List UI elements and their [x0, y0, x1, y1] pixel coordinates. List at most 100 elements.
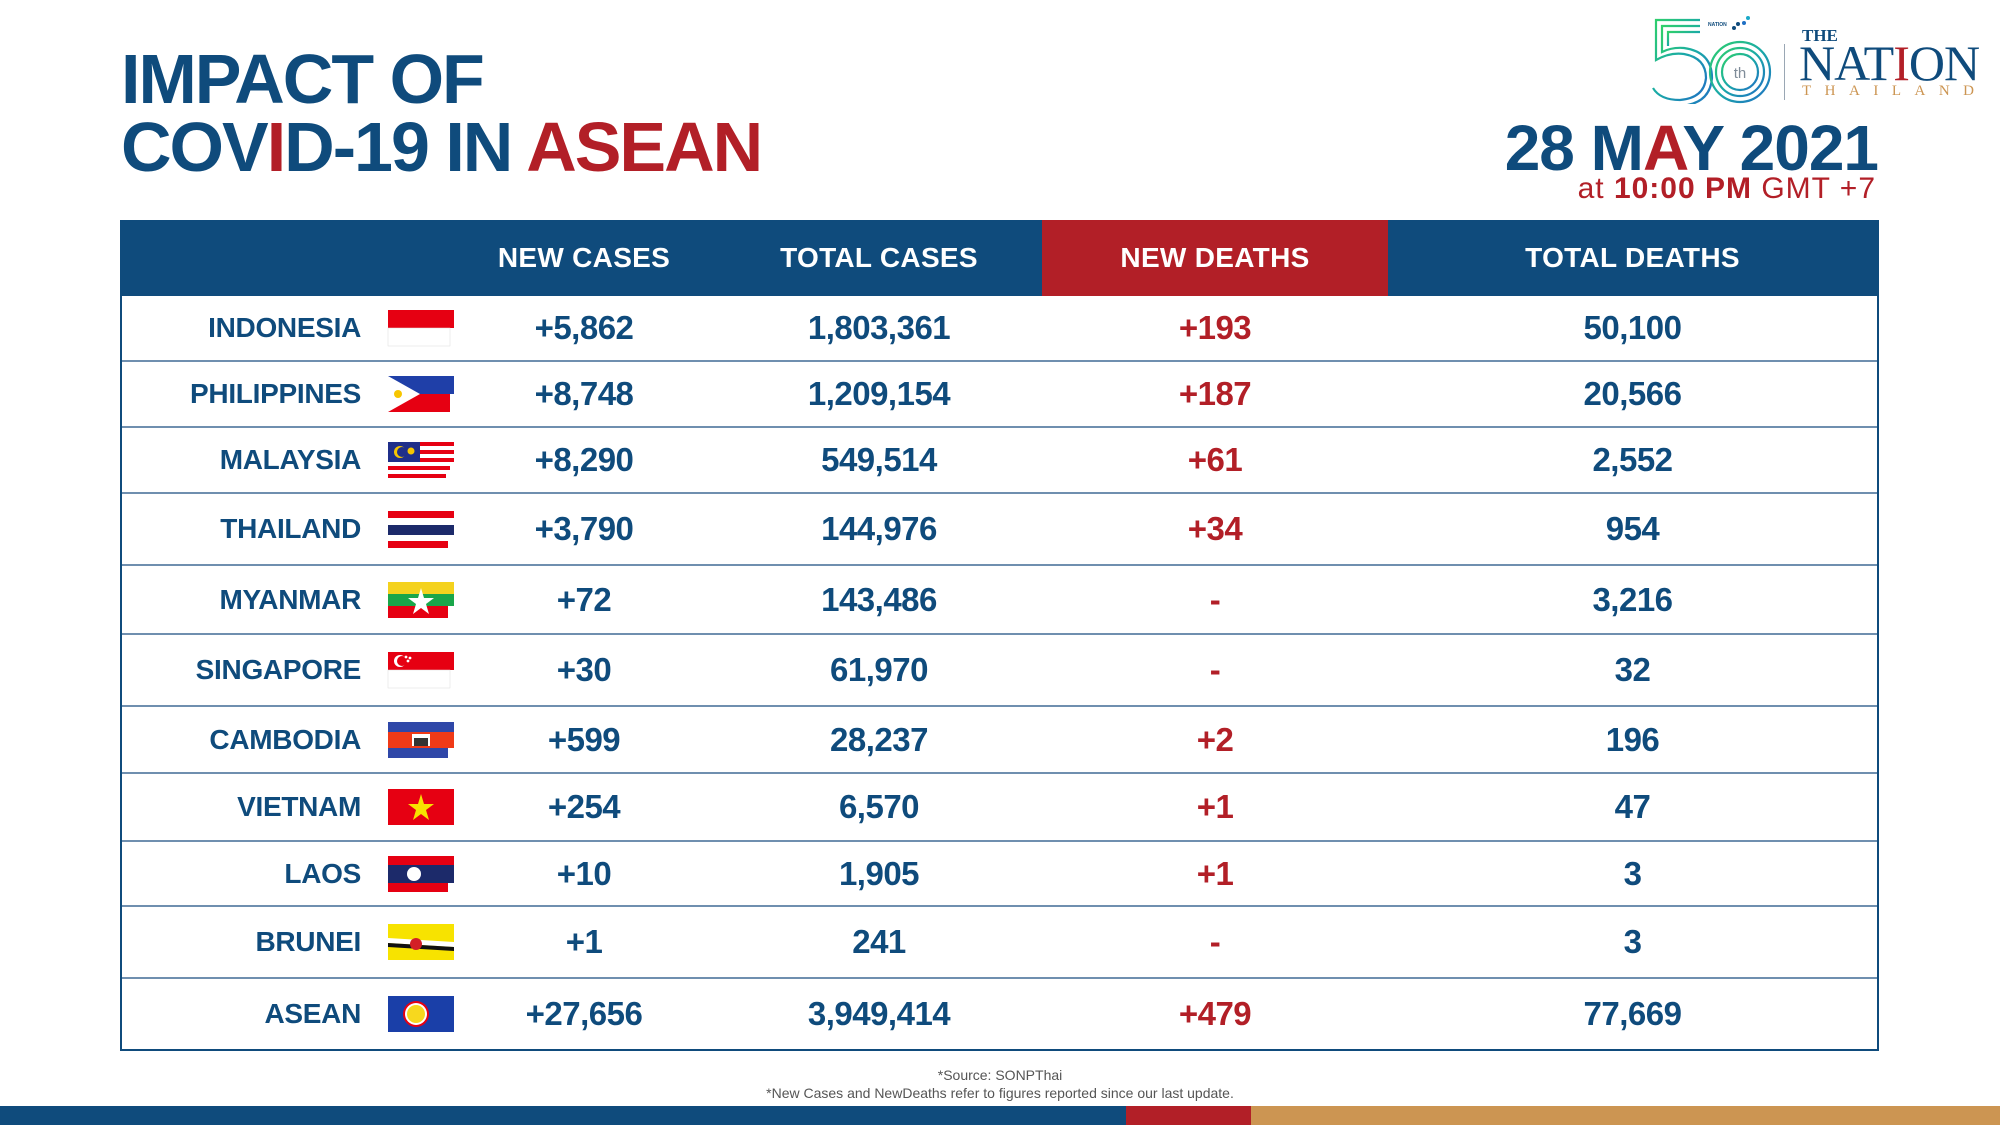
new-deaths-value: +193	[1178, 309, 1252, 346]
svg-text:th: th	[1734, 65, 1747, 82]
title-i-accent: I	[266, 108, 287, 186]
new-deaths-value: +187	[1178, 375, 1252, 412]
header-total-deaths: TOTAL DEATHS	[1525, 242, 1740, 273]
new-deaths-value: +2	[1196, 720, 1234, 758]
singapore-flag-icon	[387, 652, 454, 689]
country-name: VIETNAM	[237, 791, 361, 822]
title-asean: ASEAN	[526, 108, 763, 186]
country-name: LAOS	[284, 857, 361, 889]
total-cases-value: 241	[852, 923, 906, 960]
date-accent: A	[1642, 112, 1683, 184]
total-deaths-value: 954	[1605, 510, 1660, 547]
title-line-2: COVID-19 IN ASEAN	[121, 112, 763, 182]
table-row-vietnam: VIETNAM +254 6,570 +1 47	[122, 772, 1877, 840]
new-cases-value: +8,290	[534, 441, 634, 478]
svg-text:NATION: NATION	[1708, 22, 1727, 28]
date-day: 28 M	[1504, 112, 1644, 184]
total-deaths-value: 47	[1614, 788, 1651, 825]
cambodia-flag-icon	[388, 721, 454, 758]
new-deaths-value: +34	[1187, 510, 1243, 547]
country-cell: BRUNEI	[122, 907, 454, 977]
table-row-singapore: SINGAPORE +30 61,970 - 32	[122, 633, 1877, 705]
country-name: MYANMAR	[219, 583, 361, 615]
title-line-1: IMPACT OF	[121, 40, 485, 118]
total-deaths-value: 32	[1614, 651, 1651, 688]
table-row-myanmar: MYANMAR +72 143,486 - 3,216	[122, 564, 1877, 633]
country-name: BRUNEI	[255, 926, 361, 957]
country-name: SINGAPORE	[195, 654, 362, 685]
thailand-flag-icon	[388, 511, 454, 548]
new-cases-value: +30	[556, 651, 612, 688]
header-new-deaths: NEW DEATHS	[1042, 220, 1388, 296]
nation-50th-anniversary-logo-icon: th NATION	[1652, 16, 1772, 104]
header-new-cases: NEW CASES	[497, 242, 671, 273]
new-cases-value: +254	[547, 788, 621, 825]
country-cell: MYANMAR	[122, 566, 454, 633]
date-rest: Y 2021	[1682, 112, 1879, 184]
table-row-laos: LAOS +10 1,905 +1 3	[122, 840, 1877, 905]
new-deaths-value: +1	[1196, 854, 1234, 892]
table-row-brunei: BRUNEI +1 241 - 3	[122, 905, 1877, 977]
country-cell: THAILAND	[122, 494, 454, 564]
new-cases-value: +599	[547, 720, 621, 758]
country-name: PHILIPPINES	[190, 378, 361, 409]
vietnam-flag-icon	[388, 789, 454, 825]
table-row-malaysia: MALAYSIA +8,290 549,514 +61 2,552	[122, 426, 1877, 492]
new-cases-value: +72	[556, 580, 612, 618]
total-deaths-value: 3	[1623, 923, 1642, 960]
logo-the: THE	[1802, 26, 1838, 45]
country-cell: SINGAPORE	[122, 635, 454, 705]
title-cov: COV	[121, 108, 269, 186]
new-deaths-value: -	[1209, 651, 1221, 688]
new-deaths-value: -	[1209, 580, 1221, 618]
laos-flag-icon	[388, 855, 454, 892]
country-name: CAMBODIA	[209, 723, 361, 755]
figures-note: *New Cases and NewDeaths refer to figure…	[766, 1085, 1234, 1101]
total-cases-value: 144,976	[821, 510, 937, 547]
table-row-indonesia: INDONESIA +5,862 1,803,361 +193 50,100	[122, 296, 1877, 360]
new-deaths-value: -	[1209, 923, 1221, 960]
total-deaths-value: 20,566	[1583, 375, 1682, 412]
table-body: INDONESIA +5,862 1,803,361 +193 50,100 PHILIP…	[122, 296, 1877, 1049]
total-cases-value: 1,803,361	[807, 309, 951, 346]
footer-band-red	[1126, 1106, 1251, 1125]
report-date: 28 MAY 2021	[1505, 116, 1879, 180]
country-name: ASEAN	[264, 998, 361, 1029]
table-row-asean: ASEAN +27,656 3,949,414 +479 77,669	[122, 977, 1877, 1049]
philippines-flag-icon	[388, 376, 454, 412]
new-deaths-value: +1	[1196, 788, 1234, 825]
logo-nation-a: NAT	[1799, 35, 1894, 91]
country-cell: INDONESIA	[122, 296, 454, 360]
country-cell: MALAYSIA	[122, 428, 454, 492]
brunei-flag-icon	[388, 924, 454, 960]
total-cases-value: 143,486	[821, 580, 937, 618]
country-name: MALAYSIA	[219, 444, 362, 475]
total-cases-value: 6,570	[838, 788, 920, 825]
asean-flag-icon	[388, 996, 454, 1032]
time-zone: GMT +7	[1752, 172, 1876, 205]
new-cases-value: +10	[556, 854, 612, 892]
new-cases-value: +8,748	[534, 375, 634, 412]
logo-thailand: THAILAND	[1802, 83, 1988, 99]
total-cases-value: 549,514	[821, 441, 937, 478]
source-note: *Source: SONPThai	[937, 1067, 1063, 1083]
header-country	[122, 220, 452, 296]
title-d19-in: D-19 IN	[284, 108, 527, 186]
myanmar-flag-icon	[388, 581, 454, 618]
country-cell: CAMBODIA	[122, 707, 454, 772]
new-cases-value: +27,656	[525, 995, 643, 1032]
country-cell: ASEAN	[122, 979, 454, 1049]
total-cases-value: 1,905	[838, 854, 920, 892]
country-name: INDONESIA	[208, 312, 361, 343]
time-prefix: at	[1577, 172, 1614, 205]
total-deaths-value: 3,216	[1592, 580, 1673, 618]
total-cases-value: 61,970	[830, 651, 928, 688]
logo-nation-i: I	[1893, 35, 1910, 91]
total-deaths-value: 50,100	[1583, 309, 1682, 346]
total-deaths-value: 3	[1623, 854, 1642, 892]
footer-band-tan	[1251, 1106, 2000, 1125]
total-cases-value: 3,949,414	[807, 995, 951, 1032]
country-cell: VIETNAM	[122, 774, 454, 840]
malaysia-flag-icon	[388, 442, 454, 478]
table-header: NEW CASES TOTAL CASES NEW DEATHS TOTAL D…	[122, 220, 1877, 296]
